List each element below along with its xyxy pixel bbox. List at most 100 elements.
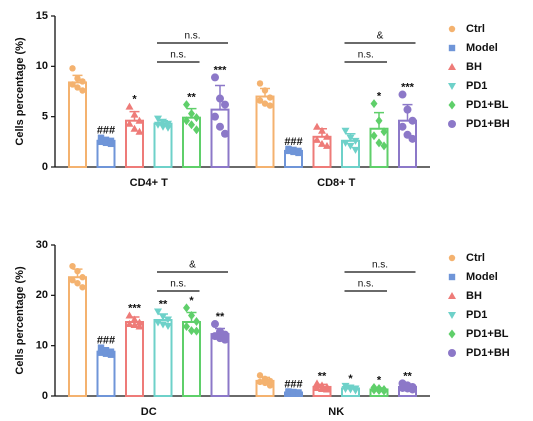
data-point <box>102 346 110 354</box>
data-point <box>107 351 115 358</box>
data-point <box>216 122 224 131</box>
bar <box>125 321 144 398</box>
data-point <box>79 87 86 94</box>
significance-label: *** <box>401 81 415 93</box>
data-point <box>380 141 388 151</box>
data-point <box>193 113 200 123</box>
legend-label: Ctrl <box>466 252 485 264</box>
data-point <box>79 284 86 291</box>
significance-label: * <box>189 295 194 307</box>
legend-label: PD1 <box>466 80 487 92</box>
data-point <box>408 134 417 143</box>
data-point <box>323 141 331 149</box>
data-point <box>107 140 115 148</box>
data-point <box>290 148 297 156</box>
data-point <box>266 102 274 109</box>
bar <box>96 350 116 397</box>
data-point <box>295 149 302 157</box>
legend-marker <box>448 312 456 319</box>
data-point <box>164 120 172 128</box>
y-tick-label: 5 <box>42 111 48 123</box>
data-point <box>130 124 139 132</box>
significance-label: ** <box>216 311 225 323</box>
legend-marker <box>448 63 456 70</box>
significance-label: ** <box>403 370 412 382</box>
significance-label: *** <box>128 302 142 314</box>
data-point <box>211 320 219 329</box>
data-point <box>74 267 81 275</box>
data-point <box>408 385 417 394</box>
data-point <box>193 125 200 135</box>
data-point <box>188 109 195 119</box>
bracket-label: & <box>377 31 384 42</box>
data-point <box>154 308 162 316</box>
data-point <box>313 122 321 130</box>
data-point <box>79 274 86 281</box>
bracket-label: n.s. <box>170 50 186 61</box>
data-point <box>97 134 105 142</box>
data-point <box>351 387 360 395</box>
data-point <box>256 378 264 386</box>
data-point <box>313 135 321 143</box>
data-point <box>188 310 195 320</box>
data-point <box>351 146 360 154</box>
y-tick-label: 10 <box>36 340 48 352</box>
data-point <box>261 87 269 94</box>
legend-label: BH <box>466 290 482 302</box>
data-point <box>216 94 224 103</box>
bracket-label: n.s. <box>358 279 374 290</box>
data-point <box>79 78 86 85</box>
y-axis-label: Cells percentage (%) <box>14 266 26 375</box>
data-point <box>323 132 331 140</box>
legend-marker <box>448 83 456 90</box>
data-point <box>183 322 190 332</box>
significance-label: * <box>348 373 353 385</box>
data-point <box>193 326 200 336</box>
data-point <box>74 84 81 91</box>
data-point <box>351 137 360 145</box>
legend-label: Model <box>466 42 498 54</box>
data-point <box>221 335 229 344</box>
data-point <box>256 80 264 87</box>
data-point <box>154 115 162 123</box>
data-point <box>97 344 105 351</box>
bar <box>68 276 87 398</box>
data-point <box>408 116 417 125</box>
data-point <box>341 139 350 147</box>
data-point <box>256 372 264 379</box>
data-point <box>74 75 81 82</box>
data-point <box>398 90 407 99</box>
data-point <box>318 126 326 134</box>
significance-label: ** <box>159 298 168 310</box>
data-point <box>69 262 76 270</box>
y-tick-label: 0 <box>42 161 48 173</box>
bracket-label: & <box>189 260 196 271</box>
data-point <box>125 320 134 328</box>
significance-label: ### <box>284 378 302 390</box>
legend-marker <box>448 349 456 357</box>
data-point <box>193 317 200 327</box>
legend-marker <box>448 25 456 33</box>
data-point <box>69 81 76 88</box>
data-point <box>221 100 229 109</box>
data-point <box>125 311 134 319</box>
significance-label: * <box>377 374 382 386</box>
data-point <box>346 134 355 142</box>
data-point <box>323 385 331 393</box>
x-tick-label: CD4+ T <box>130 177 168 189</box>
data-point <box>97 349 105 356</box>
data-point <box>102 350 110 357</box>
data-point <box>164 124 172 132</box>
data-point <box>375 138 383 148</box>
data-point <box>183 116 190 126</box>
data-point <box>346 142 355 150</box>
legend-label: PD1+BH <box>466 118 510 130</box>
y-tick-label: 0 <box>42 390 48 402</box>
legend-marker <box>448 292 456 299</box>
data-point <box>211 73 219 82</box>
x-tick-label: NK <box>328 406 344 418</box>
data-point <box>164 323 172 331</box>
data-point <box>69 65 76 72</box>
legend-label: PD1+BL <box>466 328 509 340</box>
